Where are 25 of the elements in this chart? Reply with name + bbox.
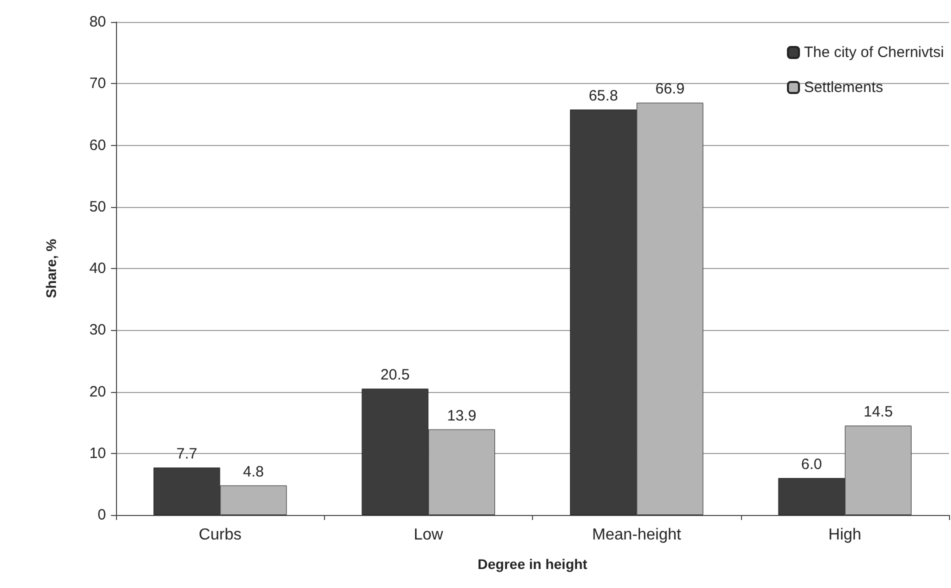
- y-tick-label: 30: [89, 322, 106, 339]
- data-label: 66.9: [655, 80, 685, 98]
- data-label: 13.9: [447, 407, 476, 424]
- y-tick-label: 80: [89, 14, 106, 30]
- y-axis-title: Share, %: [43, 238, 59, 298]
- y-tick-label: 70: [89, 75, 106, 92]
- data-label: 7.7: [176, 446, 198, 463]
- y-tick-label: 50: [89, 198, 106, 216]
- x-axis-title: Degree in height: [478, 556, 588, 572]
- x-tick-label: Curbs: [198, 526, 242, 544]
- legend-label: Settlements: [804, 79, 884, 96]
- y-tick-label: 0: [98, 506, 106, 524]
- data-label: 14.5: [864, 404, 893, 421]
- data-label: 65.8: [588, 88, 618, 105]
- legend-label: The city of Chernivtsi: [804, 44, 944, 61]
- data-label: 20.5: [380, 366, 410, 384]
- y-tick-label: 10: [89, 444, 106, 462]
- y-tick-label: 40: [89, 260, 106, 277]
- x-tick-label: Low: [414, 526, 444, 544]
- y-tick-label: 20: [89, 383, 106, 400]
- x-tick-label: High: [828, 526, 862, 544]
- y-tick-label: 60: [89, 136, 106, 154]
- data-label: 4.8: [243, 463, 264, 480]
- x-tick-label: Mean-height: [592, 526, 682, 544]
- data-label: 6.0: [801, 456, 822, 474]
